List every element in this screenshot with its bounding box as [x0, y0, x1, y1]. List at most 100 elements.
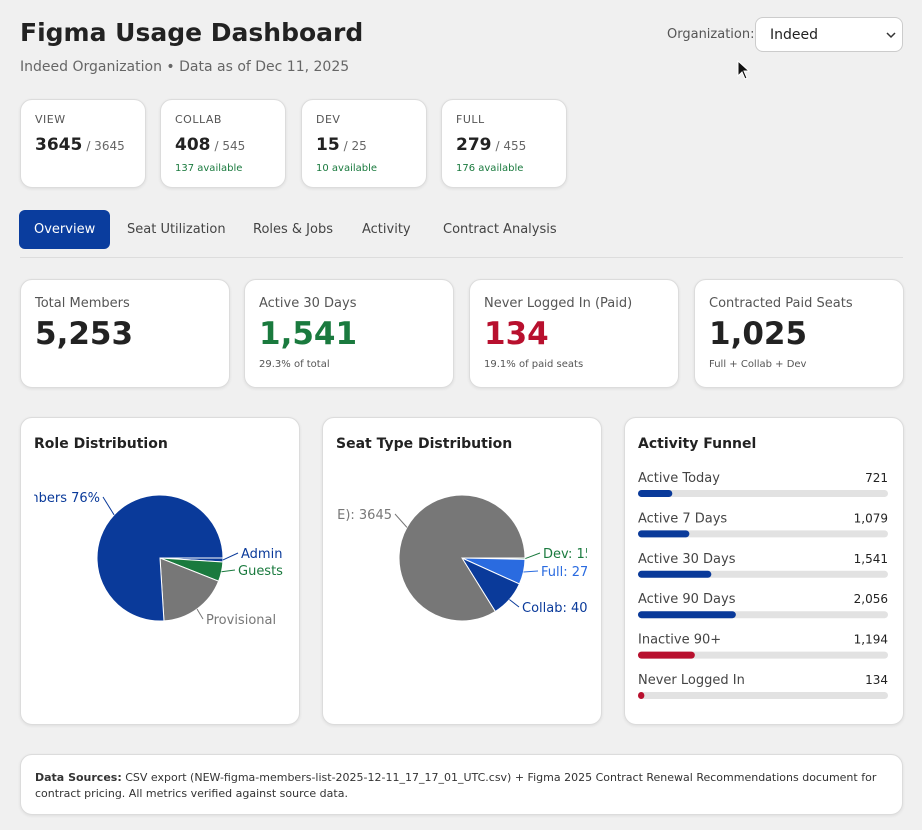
funnel-value: 134 [865, 673, 888, 687]
org-value: Indeed [770, 27, 819, 43]
metric-value: 1,025 [709, 316, 808, 352]
metric-note: Full + Collab + Dev [709, 359, 807, 370]
seat-card: COLLAB 408/ 545 137 available [160, 99, 286, 188]
leader-line [509, 599, 520, 608]
leader-line [394, 513, 408, 528]
funnel-track [638, 530, 888, 538]
slice-label: Guests [238, 564, 283, 579]
funnel-value: 1,194 [854, 633, 888, 647]
subtitle: Indeed Organization • Data as of Dec 11,… [20, 59, 350, 75]
seat-used: 3645 [35, 135, 83, 155]
pie-slice [159, 557, 220, 622]
funnel-bar [638, 611, 736, 619]
metric-card: Active 30 Days 1,541 29.3% of total [244, 279, 454, 388]
slice-label: Full: 279 [541, 565, 597, 580]
slice-label: nbers 76% [30, 491, 100, 506]
leader-line [102, 496, 115, 516]
metric-note: 29.3% of total [259, 359, 330, 370]
seat-card: DEV 15/ 25 10 available [301, 99, 427, 188]
slice-label: E): 3645 [337, 508, 392, 523]
divider [20, 257, 903, 258]
funnel-value: 721 [865, 471, 888, 485]
funnel-label: Active 90 Days [638, 592, 736, 607]
funnel-bar [638, 692, 645, 699]
footer-text: CSV export (NEW-figma-members-list-2025-… [35, 771, 877, 800]
footer: Data Sources: CSV export (NEW-figma-memb… [20, 754, 903, 815]
leader-line [222, 552, 239, 561]
tab[interactable]: Roles & Jobs [253, 222, 333, 237]
seat-label: DEV [316, 113, 341, 126]
org-label: Organization: [667, 27, 755, 42]
metric-card: Contracted Paid Seats 1,025 Full + Collab … [694, 279, 904, 388]
chart-title: Role Distribution [34, 436, 168, 452]
slice-label: Admin [241, 547, 282, 562]
funnel-track [638, 651, 888, 659]
pie-slice [398, 494, 526, 622]
seat-label: FULL [456, 113, 485, 126]
seat-total: / 455 [495, 139, 527, 153]
seat-available: 10 available [316, 163, 378, 174]
seat-card: VIEW 3645/ 3645 [20, 99, 146, 188]
leader-line [524, 552, 541, 560]
funnel-bar [638, 490, 673, 497]
leader-line [523, 570, 539, 573]
metric-note: 19.1% of paid seats [484, 359, 584, 370]
funnel-value: 2,056 [854, 592, 888, 606]
slice-label: Collab: 408 [522, 601, 596, 616]
seat-label: COLLAB [175, 113, 222, 126]
seat-row: 408/ 545 [175, 135, 245, 155]
footer-label: Data Sources: [35, 771, 122, 784]
metric-label: Total Members [35, 296, 130, 311]
seat-row: 15/ 25 [316, 135, 367, 155]
leader-line [196, 608, 204, 620]
tab[interactable]: Contract Analysis [443, 222, 557, 237]
funnel-track [638, 692, 888, 699]
tab[interactable]: Seat Utilization [127, 222, 226, 237]
funnel-bar [638, 530, 690, 538]
leader-line [221, 569, 236, 573]
tab[interactable]: Overview [19, 210, 111, 249]
metric-card: Total Members 5,253 [20, 279, 230, 388]
chart-title: Activity Funnel [638, 436, 756, 452]
funnel-label: Active 7 Days [638, 511, 727, 526]
page-title: Figma Usage Dashboard [20, 18, 364, 47]
metric-value: 134 [484, 316, 549, 352]
org-select[interactable]: Indeed [755, 17, 903, 52]
funnel-label: Inactive 90+ [638, 633, 721, 648]
metric-label: Active 30 Days [259, 296, 357, 311]
metric-value: 5,253 [35, 316, 134, 352]
slice-label: Dev: 15 [543, 547, 593, 562]
seat-label: VIEW [35, 113, 66, 126]
seat-used: 408 [175, 135, 211, 155]
funnel-label: Active Today [638, 471, 720, 486]
tab[interactable]: Activity [362, 222, 411, 237]
seat-total: / 3645 [86, 139, 125, 153]
seat-total: / 545 [214, 139, 246, 153]
funnel-bar [638, 651, 695, 659]
seat-total: / 25 [343, 139, 367, 153]
chart-title: Seat Type Distribution [336, 436, 512, 452]
metric-label: Never Logged In (Paid) [484, 296, 633, 311]
slice-label: Provisional [206, 613, 276, 628]
funnel-label: Never Logged In [638, 673, 745, 688]
seat-available: 137 available [175, 163, 243, 174]
metric-label: Contracted Paid Seats [709, 296, 853, 311]
seat-used: 15 [316, 135, 340, 155]
seat-used: 279 [456, 135, 492, 155]
funnel-value: 1,541 [854, 552, 888, 566]
cursor [737, 60, 751, 80]
seat-card: FULL 279/ 455 176 available [441, 99, 567, 188]
funnel-track [638, 490, 888, 497]
pie-slice [96, 494, 224, 622]
chevron [886, 32, 896, 39]
metric-value: 1,541 [259, 316, 358, 352]
seat-row: 279/ 455 [456, 135, 526, 155]
funnel-bar [638, 570, 712, 578]
funnel-value: 1,079 [854, 511, 888, 525]
metric-card: Never Logged In (Paid) 134 19.1% of paid s… [469, 279, 679, 388]
seat-row: 3645/ 3645 [35, 135, 125, 155]
funnel-label: Active 30 Days [638, 552, 736, 567]
seat-available: 176 available [456, 163, 524, 174]
